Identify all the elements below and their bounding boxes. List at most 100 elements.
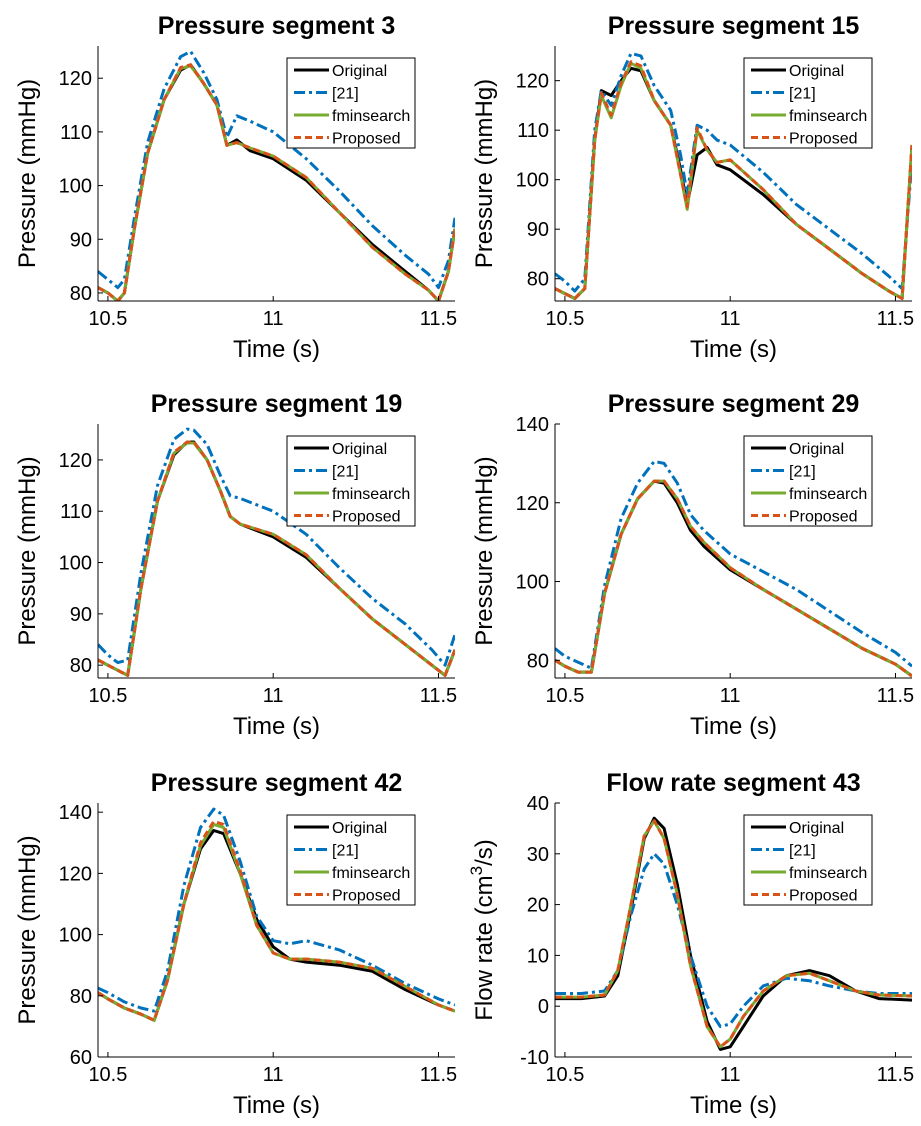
x-tick-label: 11: [720, 1064, 741, 1086]
legend-label: Proposed: [332, 131, 401, 148]
legend: Original [21] fminsearch Proposed: [743, 57, 873, 149]
x-tick-label: 11: [263, 685, 284, 707]
series-group: [98, 427, 455, 677]
legend-label: Proposed: [789, 131, 858, 148]
legend-box: [286, 435, 416, 527]
y-tick-label: 90: [70, 229, 92, 251]
x-axis-label: Time (s): [690, 336, 777, 363]
legend-box: [743, 435, 873, 527]
series-group: [98, 49, 455, 301]
series-line-21: [555, 459, 912, 670]
x-axis-label: Time (s): [690, 1092, 777, 1119]
y-tick-label: 10: [527, 945, 549, 967]
legend-label: [21]: [789, 843, 816, 860]
series-line-proposed: [98, 63, 455, 301]
legend-label: Proposed: [332, 888, 401, 905]
y-tick-label: 140: [59, 802, 92, 824]
legend-label: Original: [332, 820, 387, 837]
y-tick-label: 80: [70, 283, 92, 305]
y-tick-label: 60: [70, 1047, 92, 1069]
y-tick-label: 120: [516, 71, 549, 93]
y-tick-label: 90: [70, 604, 92, 626]
legend-label: Original: [789, 63, 844, 80]
legend-box: [286, 57, 416, 149]
legend-label: [21]: [789, 86, 816, 103]
x-tick-label: 11.5: [877, 685, 914, 707]
chart-panel-1: Pressure segment 3 10.5 11 11.5 80 90 100 110 12…: [14, 12, 457, 363]
legend-label: fminsearch: [789, 108, 867, 125]
legend-label: fminsearch: [332, 486, 410, 503]
legend: Original [21] fminsearch Proposed: [286, 814, 416, 906]
y-axis-label-superscript: 3: [467, 866, 486, 875]
chart-title: Pressure segment 19: [151, 390, 403, 418]
x-axis-label: Time (s): [690, 713, 777, 740]
legend-box: [743, 814, 873, 906]
y-axis-label-main: Flow rate (cm: [471, 875, 498, 1020]
legend: Original [21] fminsearch Proposed: [286, 435, 416, 527]
legend-label: Proposed: [332, 509, 401, 526]
chart-panel-3: Pressure segment 19 10.5 11 11.5 80 90 100 110 1…: [14, 390, 457, 740]
y-tick-label: 140: [516, 414, 549, 436]
y-axis-label: Pressure (mmHg): [14, 79, 41, 268]
y-tick-label: 80: [70, 655, 92, 677]
y-tick-label: 100: [516, 572, 549, 594]
y-axis-label: Pressure (mmHg): [14, 456, 41, 645]
series-line-proposed: [98, 819, 455, 1022]
legend-label: fminsearch: [789, 865, 867, 882]
chart-panel-2: Pressure segment 15 10.5 11 11.5 80 90 100 110 1…: [471, 12, 914, 363]
series-group: [555, 459, 912, 678]
legend-label: [21]: [332, 843, 359, 860]
chart-title: Pressure segment 42: [151, 769, 403, 797]
x-tick-label: 11.5: [877, 1064, 914, 1086]
legend-label: Original: [789, 441, 844, 458]
y-tick-label: 30: [527, 844, 549, 866]
series-line-proposed: [555, 819, 912, 1049]
y-tick-label: 100: [59, 553, 92, 575]
y-tick-label: 110: [517, 120, 549, 142]
y-tick-label: 110: [60, 122, 92, 144]
chart-title: Pressure segment 29: [608, 390, 860, 418]
x-tick-label: 10.5: [88, 1064, 127, 1086]
legend-label: fminsearch: [789, 486, 867, 503]
legend-box: [743, 57, 873, 149]
legend-label: Proposed: [789, 888, 858, 905]
series-line-21: [98, 427, 455, 667]
x-axis-label: Time (s): [233, 713, 320, 740]
y-tick-label: 120: [516, 493, 549, 515]
y-axis-label: Pressure (mmHg): [14, 835, 41, 1024]
legend: Original [21] fminsearch Proposed: [743, 814, 873, 906]
y-tick-label: 120: [59, 68, 92, 90]
series-group: [555, 816, 912, 1051]
series-group: [98, 807, 455, 1022]
chart-panel-4: Pressure segment 29 10.5 11 11.5 80 100 120 140…: [471, 390, 914, 740]
y-tick-label: 100: [59, 176, 92, 198]
legend-label: Original: [332, 63, 387, 80]
legend-label: fminsearch: [332, 865, 410, 882]
x-tick-label: 11.5: [877, 308, 914, 330]
x-tick-label: 10.5: [88, 685, 127, 707]
y-tick-label: 120: [59, 863, 92, 885]
legend-label: Original: [332, 441, 387, 458]
y-axis-label: Pressure (mmHg): [471, 79, 498, 268]
x-tick-label: 11: [720, 685, 741, 707]
legend-label: [21]: [332, 86, 359, 103]
y-tick-label: 40: [527, 793, 549, 815]
x-tick-label: 11: [263, 1064, 284, 1086]
x-tick-label: 10.5: [545, 308, 584, 330]
series-line-21: [98, 807, 455, 1013]
y-tick-label: 20: [527, 895, 549, 917]
chart-title: Flow rate segment 43: [606, 769, 860, 797]
x-axis-label: Time (s): [233, 1092, 320, 1119]
legend: Original [21] fminsearch Proposed: [743, 435, 873, 527]
legend-label: [21]: [332, 464, 359, 481]
x-axis-label: Time (s): [233, 336, 320, 363]
y-tick-label: -10: [520, 1047, 549, 1069]
series-group: [555, 51, 912, 300]
y-tick-label: 0: [538, 996, 549, 1018]
y-tick-label: 110: [60, 501, 92, 523]
y-tick-label: 100: [516, 170, 549, 192]
y-tick-label: 80: [70, 986, 92, 1008]
y-tick-label: 80: [527, 650, 549, 672]
y-tick-label: 100: [59, 925, 92, 947]
